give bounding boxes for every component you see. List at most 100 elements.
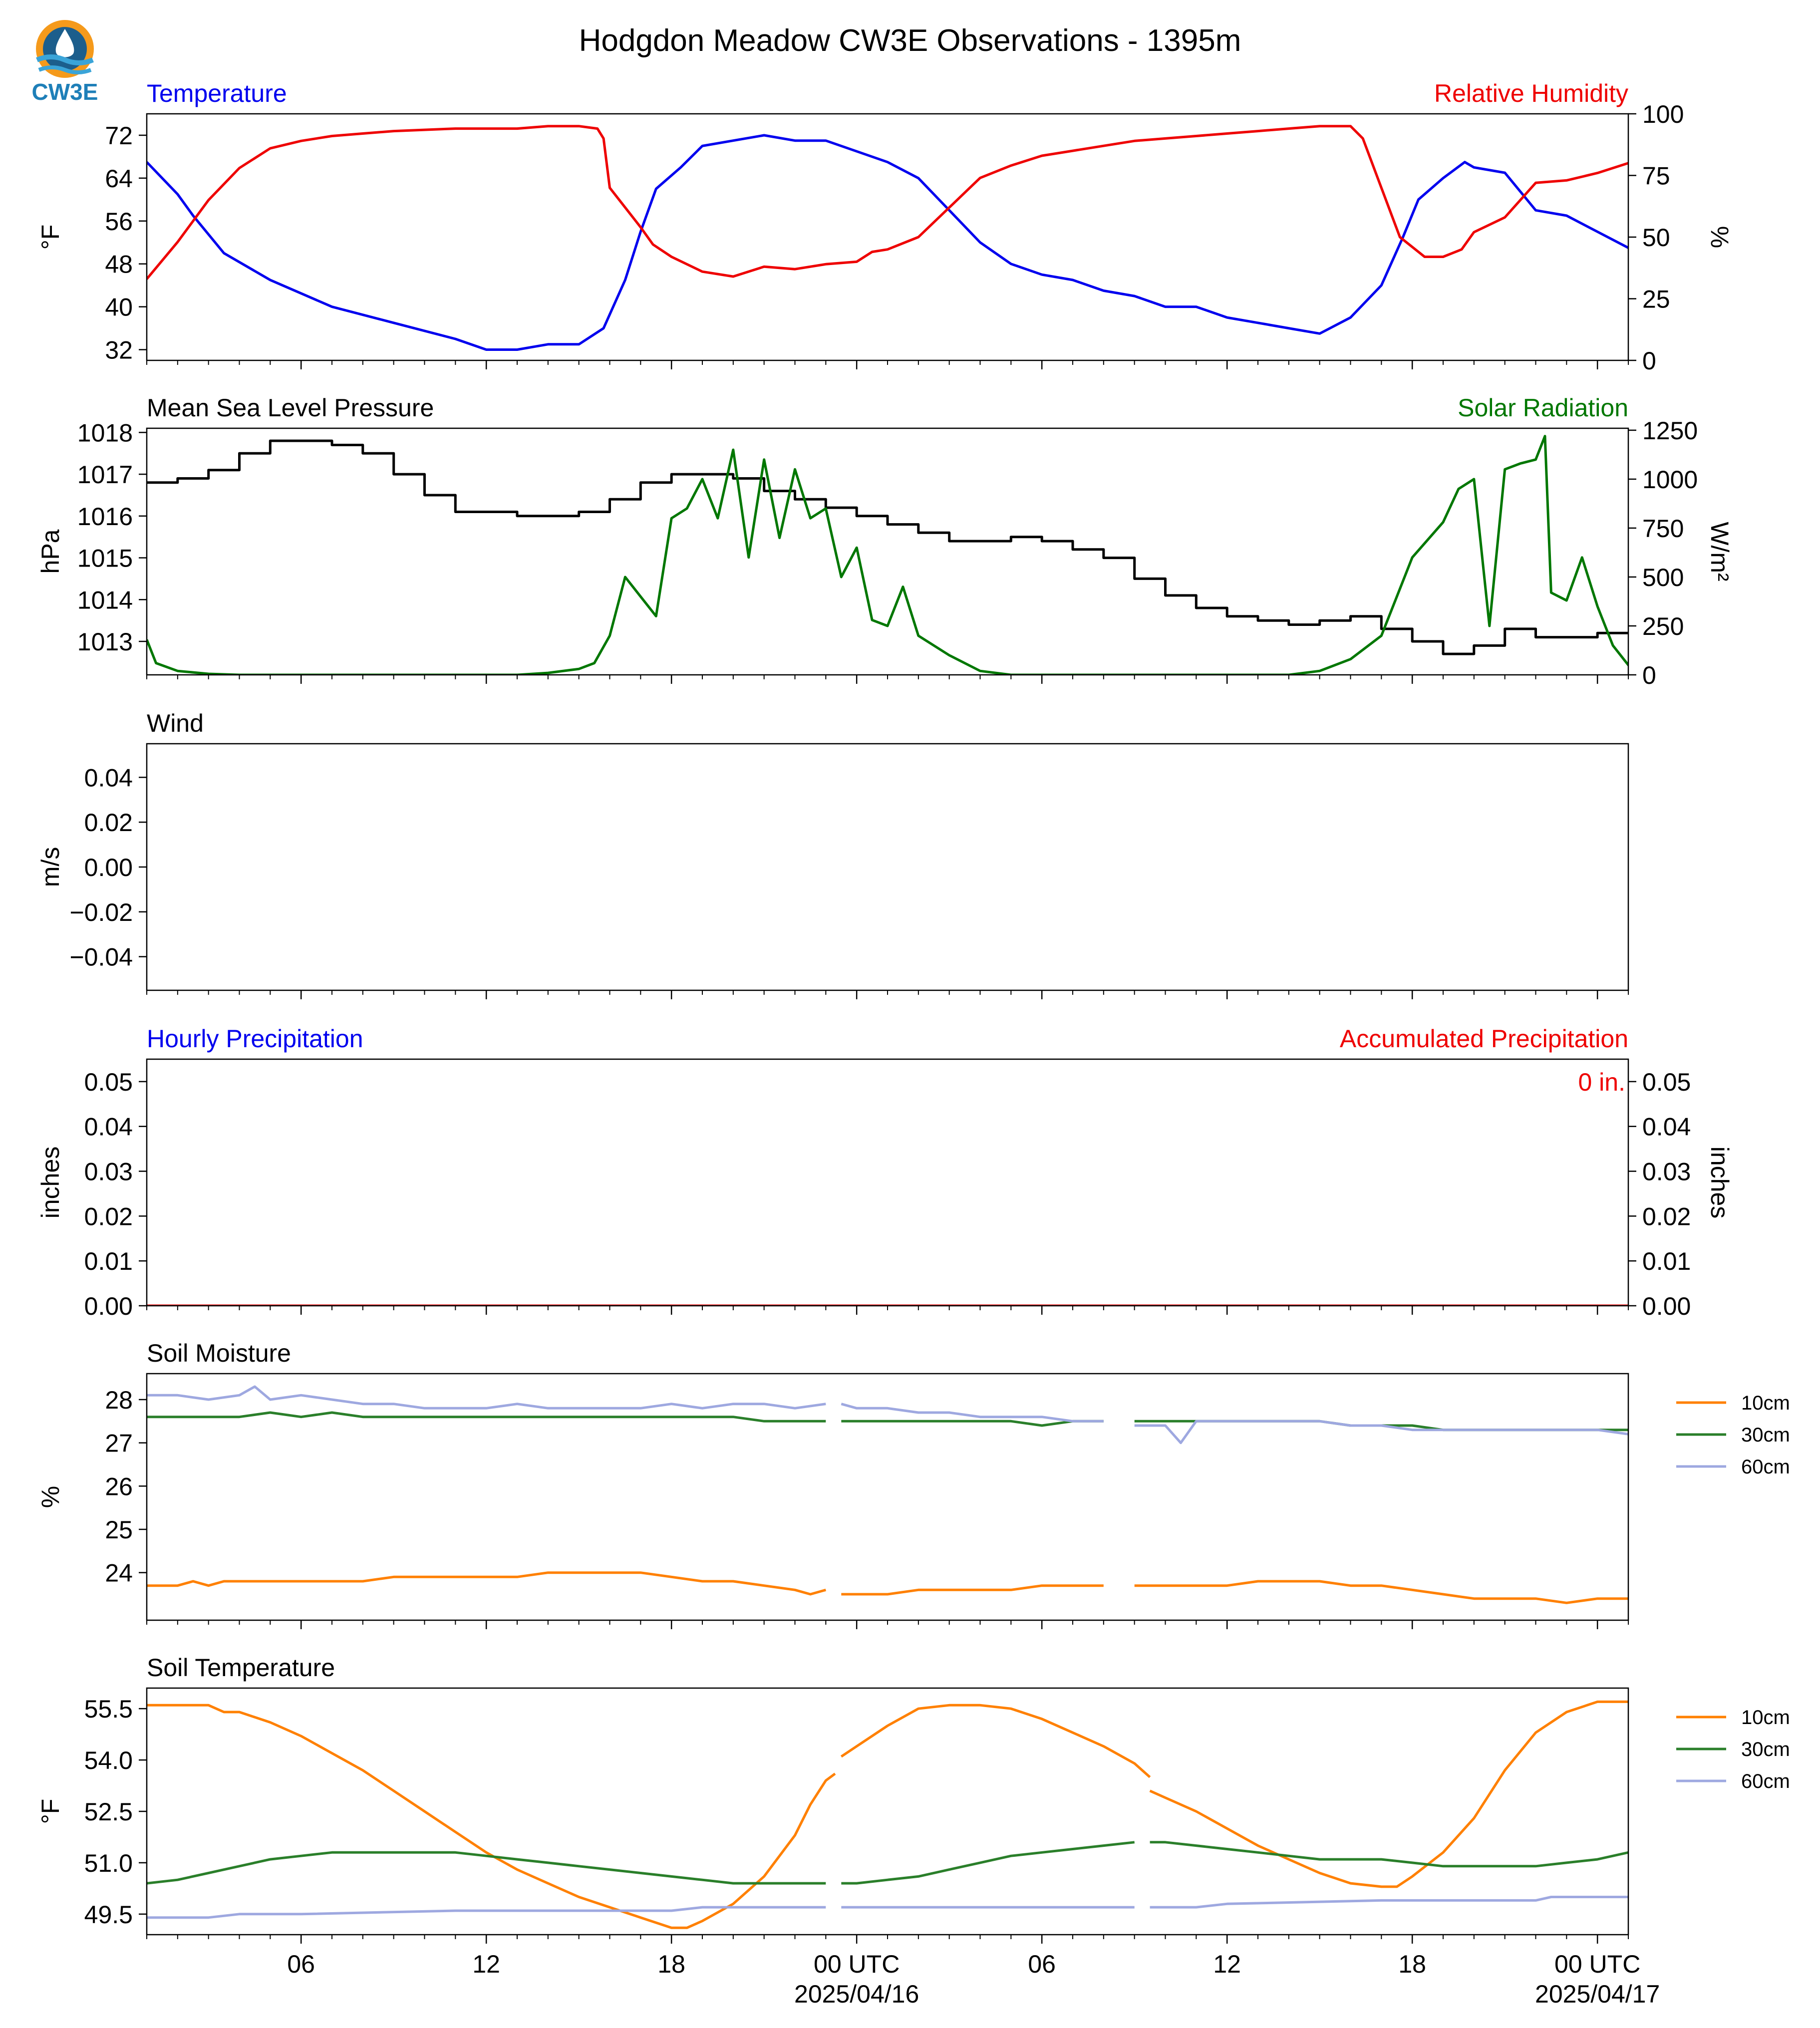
y-tick-label: 0.05	[84, 1068, 133, 1096]
y-tick-label-right: 75	[1642, 162, 1670, 190]
y-tick-label-right: 0.05	[1642, 1068, 1691, 1096]
series-line-soil_10cm	[1149, 1700, 1628, 1888]
y-axis-label: °F	[36, 225, 64, 250]
y-tick-label-right: 1250	[1642, 417, 1698, 445]
y-tick-label: 28	[105, 1386, 133, 1414]
legend-label: 60cm	[1741, 1770, 1790, 1792]
y-tick-label: 1017	[77, 461, 133, 489]
y-tick-label: 24	[105, 1559, 133, 1587]
y-axis-label: m/s	[36, 847, 64, 887]
y-tick-label: 51.0	[84, 1849, 133, 1877]
series-line-pressure	[147, 439, 1628, 655]
y-tick-label: 27	[105, 1430, 133, 1457]
legend-label: 30cm	[1741, 1738, 1790, 1760]
y-axis-label-right: %	[1706, 226, 1734, 248]
series-line-soil_60cm	[1150, 1896, 1628, 1909]
x-tick-label: 18	[657, 1950, 685, 1978]
series-line-soil_10cm	[147, 1571, 826, 1596]
x-tick-label: 00 UTC	[1554, 1950, 1640, 1978]
y-tick-label: 0.03	[84, 1158, 133, 1186]
panel-left-title: Wind	[147, 709, 204, 737]
panel-5: Soil Moisture 24 25 26 27 28% 10cm 30cm 60cm	[36, 1339, 1790, 1629]
y-tick-label: 72	[105, 122, 133, 150]
x-tick-label: 06	[1028, 1950, 1056, 1978]
y-tick-label: 1013	[77, 628, 133, 656]
y-tick-label-right: 0.02	[1642, 1202, 1691, 1230]
series-line-soil_10cm	[1134, 1580, 1628, 1604]
panel-left-title: Soil Moisture	[147, 1339, 291, 1367]
logo-drop-icon	[55, 29, 74, 57]
y-tick-label: 0.02	[84, 1202, 133, 1230]
panel-left-title: Temperature	[147, 79, 287, 107]
series-group	[147, 435, 1628, 675]
y-tick-label: 55.5	[84, 1695, 133, 1723]
y-tick-label-right: 0	[1642, 661, 1656, 689]
panel-right-title: Relative Humidity	[1434, 79, 1628, 107]
y-tick-label-right: 0.04	[1642, 1113, 1691, 1141]
y-tick-label: 0.00	[84, 854, 133, 881]
y-tick-label-right: 500	[1642, 564, 1684, 591]
panel-right-title: Accumulated Precipitation	[1340, 1025, 1628, 1053]
logo-wave-icon	[38, 65, 92, 74]
series-group	[147, 1700, 1628, 1929]
y-tick-label: 56	[105, 208, 133, 236]
y-axis-label-right: W/m²	[1706, 522, 1734, 581]
y-tick-label: 1016	[77, 503, 133, 531]
series-line-soil_60cm	[147, 1385, 826, 1410]
y-tick-label: −0.04	[69, 943, 133, 971]
x-tick-label: 00 UTC	[814, 1950, 900, 1978]
series-line-soil_10cm	[841, 1584, 1104, 1596]
series-line-soil_10cm	[147, 1704, 836, 1929]
y-tick-label-right: 100	[1642, 100, 1684, 128]
series-line-soil_60cm	[147, 1906, 826, 1919]
y-tick-label: 25	[105, 1516, 133, 1544]
x-tick-label: 06	[287, 1950, 315, 1978]
series-group	[147, 125, 1628, 351]
y-axis-label: %	[36, 1486, 64, 1508]
y-axis-label: °F	[36, 1799, 64, 1824]
y-tick-label-right: 0.01	[1642, 1247, 1691, 1275]
accumulated-precip-value: 0 in.	[1578, 1068, 1625, 1096]
y-tick-label: 0.04	[84, 1113, 133, 1141]
y-axis-label: inches	[36, 1147, 64, 1219]
y-tick-label-right: 0.00	[1642, 1292, 1691, 1320]
y-tick-label: 40	[105, 293, 133, 321]
x-tick-sublabel: 2025/04/17	[1535, 1980, 1660, 2008]
panel-6: Soil Temperature 49.5 51.0 52.5 54.0 55.5 °F 06…	[36, 1654, 1790, 2008]
series-line-soil_60cm	[841, 1403, 1104, 1423]
y-tick-label: 0.01	[84, 1247, 133, 1275]
logo-text: CW3E	[32, 79, 98, 105]
y-tick-label-right: 0	[1642, 347, 1656, 375]
series-line-temperature	[147, 134, 1628, 351]
y-tick-label: 1014	[77, 586, 133, 614]
y-tick-label: 0.02	[84, 809, 133, 837]
x-tick-label: 18	[1398, 1950, 1426, 1978]
y-tick-label-right: 50	[1642, 224, 1670, 252]
series-line-soil_30cm	[841, 1420, 1104, 1427]
series-line-solar	[147, 435, 1628, 675]
x-tick-label: 12	[472, 1950, 500, 1978]
y-tick-label: 52.5	[84, 1798, 133, 1826]
y-tick-label: 32	[105, 336, 133, 364]
legend-label: 30cm	[1741, 1424, 1790, 1446]
panel-right-title: Solar Radiation	[1458, 394, 1628, 422]
y-tick-label: −0.02	[69, 898, 133, 926]
y-tick-label: 64	[105, 165, 133, 193]
series-line-soil_10cm	[840, 1704, 1151, 1778]
series-group	[147, 1385, 1628, 1604]
legend-label: 10cm	[1741, 1392, 1790, 1414]
y-tick-label-right: 250	[1642, 612, 1684, 640]
x-tick-sublabel: 2025/04/16	[794, 1980, 919, 2008]
figure-title: Hodgdon Meadow CW3E Observations - 1395m	[579, 23, 1241, 58]
panels: Temperature Relative Humidity 32 40 48 56 64 72…	[36, 79, 1790, 2008]
y-tick-label-right: 750	[1642, 515, 1684, 543]
series-line-soil_30cm	[1150, 1841, 1628, 1868]
series-line-humidity	[147, 125, 1628, 280]
panel-left-title: Soil Temperature	[147, 1654, 335, 1682]
y-tick-label-right: 1000	[1642, 466, 1698, 494]
series-line-soil_60cm	[1134, 1420, 1628, 1445]
cw3e-logo: CW3E	[32, 20, 98, 105]
y-axis-label-right: inches	[1706, 1147, 1734, 1219]
